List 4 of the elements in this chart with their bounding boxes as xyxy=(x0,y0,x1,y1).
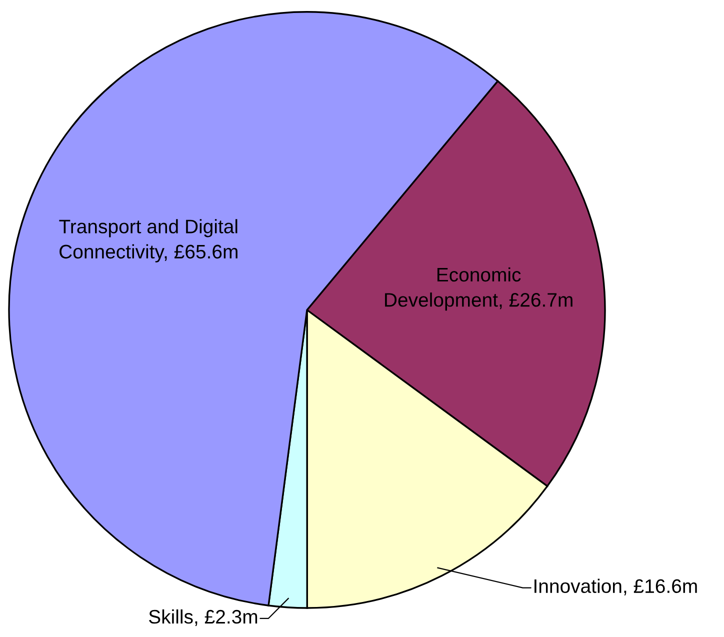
slice-label: Transport and Digital Connectivity, £65.6m xyxy=(59,219,238,262)
slice-label: Innovation, £16.6m xyxy=(534,578,697,596)
slice-label: Skills, £2.3m xyxy=(149,609,258,626)
slice-label: Economic Development, £26.7m xyxy=(385,267,572,311)
